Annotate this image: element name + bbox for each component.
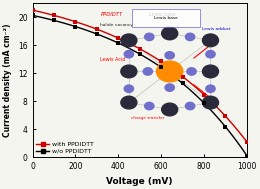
Y-axis label: Current density (mA cm⁻²): Current density (mA cm⁻²) — [3, 24, 12, 137]
X-axis label: Voltage (mV): Voltage (mV) — [106, 177, 173, 186]
Legend: with PPDIDTT, w/o PPDIDTT: with PPDIDTT, w/o PPDIDTT — [36, 141, 94, 154]
